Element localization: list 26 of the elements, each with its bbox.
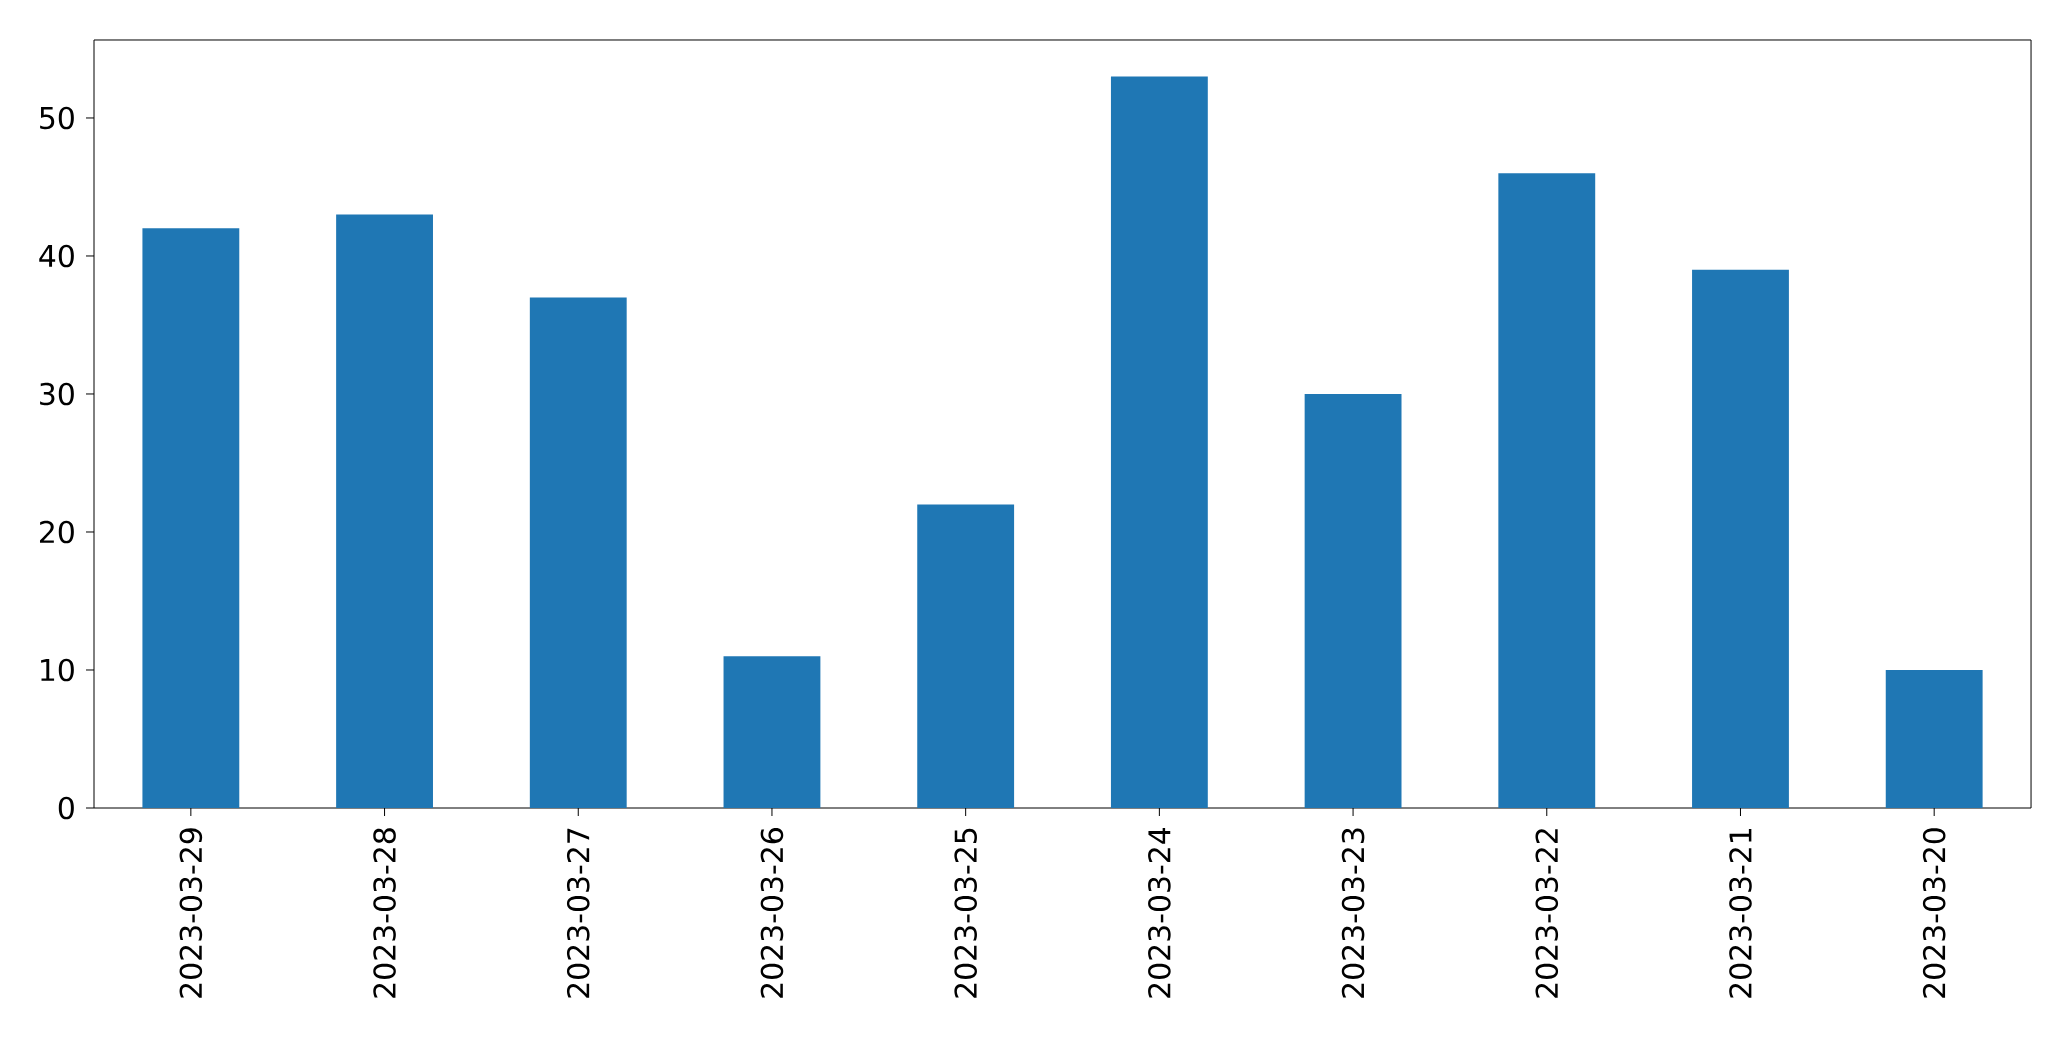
- x-tick-label: 2023-03-27: [566, 828, 590, 998]
- y-tick-label: 40: [39, 244, 74, 268]
- x-tick-label: 2023-03-25: [954, 828, 977, 998]
- bar: [336, 214, 433, 808]
- x-tick-label: 2023-03-23: [1341, 828, 1365, 998]
- x-tick-label: 2023-03-22: [1535, 829, 1559, 998]
- y-tick-label: 30: [40, 382, 74, 406]
- bar: [1498, 173, 1596, 808]
- bar: [142, 228, 240, 808]
- x-tick-label: 2023-03-29: [179, 828, 203, 998]
- x-tick-label: 2023-03-20: [1922, 828, 1946, 998]
- bar: [1110, 76, 1208, 808]
- bar: [529, 297, 627, 808]
- y-tick-label: 50: [40, 106, 74, 130]
- bar: [723, 656, 821, 808]
- y-tick-label: 10: [41, 658, 74, 682]
- bar: [917, 504, 1015, 808]
- x-tick-label: 2023-03-24: [1148, 827, 1171, 998]
- x-tick-label: 2023-03-28: [373, 828, 396, 998]
- y-tick-label: 20: [39, 520, 74, 544]
- x-tick-label: 2023-03-26: [760, 828, 784, 998]
- bar: [1304, 393, 1402, 808]
- y-tick-label: 0: [58, 796, 74, 820]
- bar: [1885, 669, 1983, 808]
- x-tick-label: 2023-03-21: [1729, 828, 1752, 998]
- bar: [1692, 269, 1789, 808]
